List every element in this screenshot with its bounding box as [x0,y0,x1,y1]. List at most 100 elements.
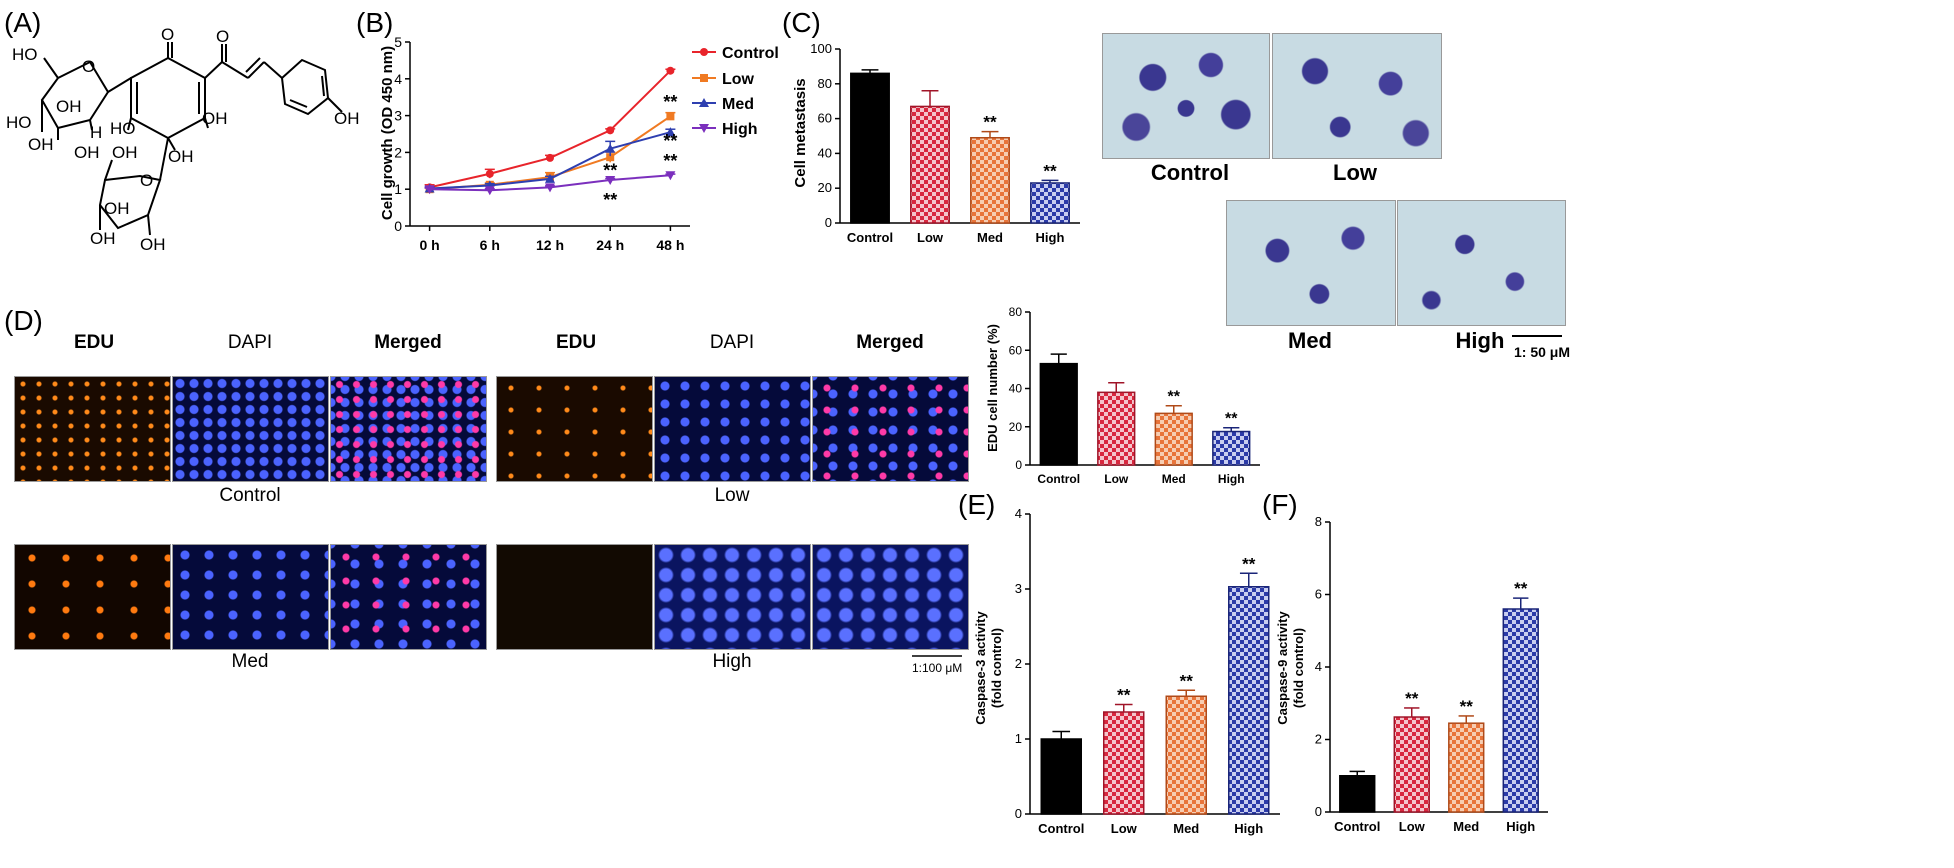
edu-bar-chart: EDU cell number (%) 0 20 40 60 80 Control Low M… [985,305,1260,486]
merged-image-control [330,376,487,482]
scale-bar-label: 1: 50 μM [1514,344,1570,360]
y-tick-label: 0 [1015,806,1022,821]
panel-label-b: (B) [356,7,393,38]
y-tick-label: 2 [1015,656,1022,671]
legend-marker-low [700,74,708,82]
group-label-med: Med [232,651,269,672]
significance-mark: ** [1460,697,1474,716]
molecule-atom-labels: O O HO O OH OH HO OH OH H HO OH OH O OH … [6,25,360,254]
data-point [606,153,615,162]
significance-mark: ** [1242,554,1256,573]
molecule-structure [40,42,343,236]
bar-high [1228,586,1270,815]
data-point [546,153,554,162]
significance-mark: ** [1514,579,1528,598]
metastasis-bar-chart: Cell metastasis 0 20 40 60 80 100 Control Low Me… [792,41,1080,245]
y-tick-label: 2 [1315,732,1322,747]
bar-low [1393,716,1430,813]
bar-med [970,136,1010,224]
bar-high [1030,182,1070,224]
panel-label-e: (E) [958,489,995,520]
group-label-control: Control [219,485,280,506]
bar-control [1040,738,1082,815]
x-tick-label: High [1218,472,1245,486]
transwell-image-low [1272,33,1442,159]
x-tick-label: Control [1037,472,1080,486]
y-tick-label: 3 [1015,581,1022,596]
growth-line-chart: Cell growth (OD 450 nm) 0 1 2 3 4 5 0 h 6 h 12 h… [379,34,779,253]
y-tick-label: 0 [825,215,832,230]
dapi-image-med [172,544,329,650]
y-tick-label: 2 [394,144,402,160]
panel-label-d: (D) [4,305,43,336]
image-label-med: Med [1288,328,1332,353]
y-axis-label-unit: (fold control) [1291,628,1306,708]
atom-label: HO [110,119,136,138]
atom-label: O [161,25,174,44]
significance-mark: ** [603,190,617,210]
group-label-low: Low [715,485,750,506]
atom-label: H [90,123,102,142]
legend-marker-med [699,98,709,107]
transwell-image-control [1102,33,1270,159]
bar-high [1212,430,1251,466]
caspase3-bar-chart: Caspase-3 activity (fold control) 0 1 2 3 4 C… [973,506,1280,836]
bar-control [1339,775,1376,813]
legend-marker-control [700,48,708,56]
data-point [545,173,555,183]
transwell-image-med [1226,200,1396,326]
significance-mark: ** [663,151,677,171]
y-tick-label: 80 [818,76,832,91]
y-tick-label: 1 [394,181,402,197]
bar-control [1039,362,1078,466]
y-tick-label: 4 [1315,659,1322,674]
significance-mark: ** [1180,671,1194,690]
transwell-image-high [1397,200,1566,326]
significance-mark: ** [1168,389,1181,406]
data-point [665,127,676,137]
significance-mark: ** [1225,411,1238,428]
y-axis-label-unit: (fold control) [989,628,1004,708]
x-tick-label: Low [1399,819,1426,834]
bar-control [850,72,890,224]
y-axis-label: Caspase-9 activity [1275,611,1290,725]
y-tick-label: 40 [818,145,832,160]
edu-image-control [14,376,171,482]
x-tick-label: 48 h [656,237,684,253]
column-header-dapi: DAPI [710,332,754,353]
atom-label: O [140,171,153,190]
data-point [665,171,676,181]
bar-med [1154,412,1193,466]
x-tick-label: 0 h [419,237,439,253]
legend-label-high: High [722,121,758,138]
bar-low [1097,391,1136,466]
y-tick-label: 6 [1315,587,1322,602]
atom-label: HO [6,113,32,132]
y-tick-label: 8 [1315,514,1322,529]
y-tick-label: 0 [394,218,402,234]
x-tick-label: High [1234,821,1263,836]
column-header-merged: Merged [856,332,924,353]
y-tick-label: 100 [810,41,832,56]
edu-image-med [14,544,171,650]
y-tick-label: 0 [1015,458,1022,472]
edu-image-high [496,544,653,650]
significance-mark: ** [663,92,677,112]
column-header-edu: EDU [556,332,596,353]
legend-label-med: Med [722,96,754,113]
data-point [606,126,615,135]
x-tick-label: High [1036,230,1065,245]
significance-mark: ** [663,131,677,151]
x-tick-label: 12 h [536,237,564,253]
caspase9-bar-chart: Caspase-9 activity (fold control) 0 2 4 6 8 C… [1275,514,1548,834]
y-tick-label: 4 [1015,506,1022,521]
legend-label-control: Control [722,45,779,62]
merged-image-low [812,376,969,482]
x-tick-label: Low [1111,821,1138,836]
data-point [485,169,494,178]
x-tick-label: High [1506,819,1535,834]
y-axis-label: Cell growth (OD 450 nm) [379,46,396,220]
bar-med [1165,695,1207,815]
column-header-edu: EDU [74,332,114,353]
column-header-merged: Merged [374,332,442,353]
